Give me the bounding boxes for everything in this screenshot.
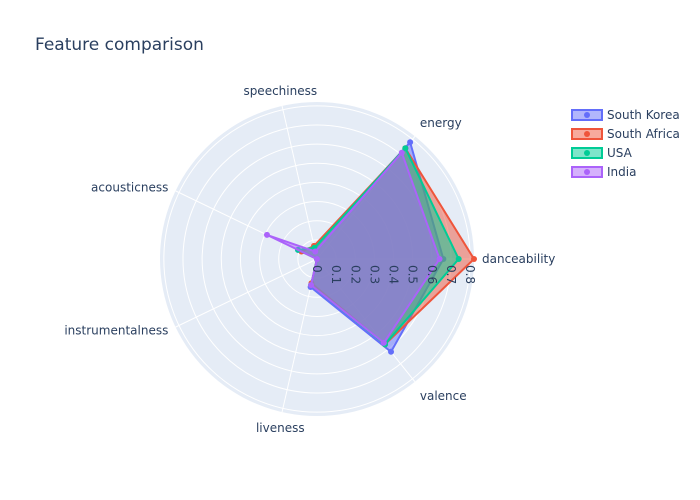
legend-marker <box>584 112 590 118</box>
legend-marker <box>584 169 590 175</box>
legend-label: USA <box>607 146 633 160</box>
axis-label-energy: energy <box>420 116 462 130</box>
data-point <box>436 256 443 262</box>
legend-item-south-africa[interactable]: South Africa <box>571 127 680 141</box>
radial-tick-label: 0.5 <box>406 265 420 284</box>
axis-label-acousticness: acousticness <box>91 180 168 194</box>
radial-tick-label: 0.6 <box>425 265 439 284</box>
chart-title: Feature comparison <box>35 35 204 55</box>
legend-marker <box>584 131 590 137</box>
legend-marker <box>584 150 590 156</box>
data-point <box>314 256 320 262</box>
radial-tick-label: 0.7 <box>444 265 458 284</box>
legend-item-south-korea[interactable]: South Korea <box>571 108 680 122</box>
axis-label-valence: valence <box>420 389 467 403</box>
series-area <box>265 151 441 344</box>
data-point <box>263 231 270 238</box>
legend-label: South Korea <box>607 108 680 122</box>
data-point <box>380 339 387 346</box>
data-point <box>471 256 477 262</box>
data-point <box>308 282 315 289</box>
legend-label: India <box>607 165 636 179</box>
data-point <box>455 256 462 262</box>
data-point <box>398 149 405 156</box>
data-point <box>407 139 414 146</box>
axis-label-speechiness: speechiness <box>243 84 317 98</box>
angular-axis-labels: danceability energy speechiness acousticnes… <box>64 84 555 435</box>
series-layer <box>263 139 477 355</box>
radial-tick-labels: 0 0.1 0.2 0.3 0.4 0.5 0.6 0.7 0.8 <box>310 265 477 284</box>
legend[interactable]: South Korea South Africa USA India <box>571 108 680 179</box>
legend-item-usa[interactable]: USA <box>571 146 633 160</box>
grid-spoke <box>175 258 318 328</box>
data-point <box>388 348 395 355</box>
radial-tick-label: 0.8 <box>463 265 477 284</box>
radial-tick-label: 0.3 <box>367 265 381 284</box>
radial-tick-label: 0.2 <box>348 265 362 284</box>
axis-label-instrumentalness: instrumentalness <box>64 324 168 338</box>
axis-label-danceability: danceability <box>482 252 555 266</box>
radial-tick-label: 0.1 <box>329 265 343 284</box>
series-india <box>263 149 443 346</box>
grid-spoke <box>281 105 318 260</box>
data-point <box>312 248 319 255</box>
radial-tick-label: 0.4 <box>387 265 401 284</box>
axis-label-liveness: liveness <box>256 421 305 435</box>
data-point <box>402 145 409 152</box>
legend-label: South Africa <box>607 127 680 141</box>
legend-item-india[interactable]: India <box>571 165 636 179</box>
radial-tick-label: 0 <box>310 265 324 273</box>
